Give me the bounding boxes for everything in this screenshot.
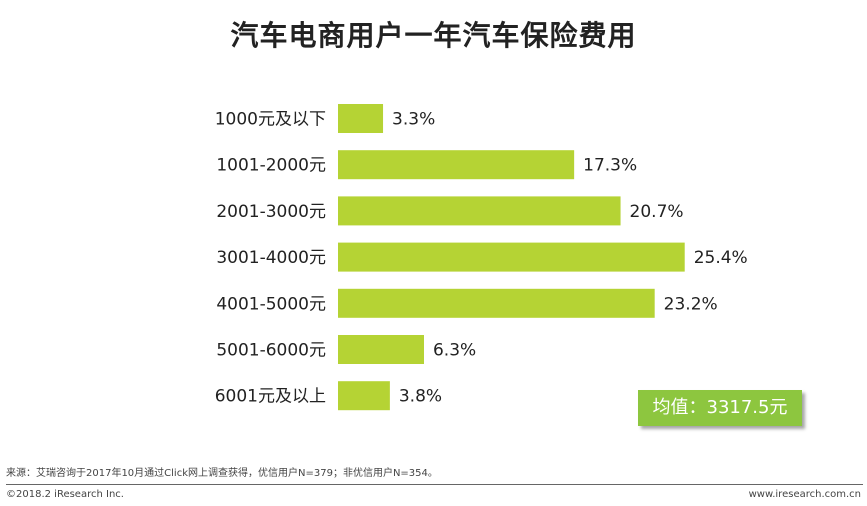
copyright-text: ©2018.2 iResearch Inc. (6, 489, 124, 500)
bar-chart: 1000元及以下 3.3% 1001-2000元 17.3% 2001-3000元 20.… (215, 104, 748, 411)
source-note: 来源：艾瑞咨询于2017年10月通过Click网上调查获得，优信用户N=379；… (6, 468, 438, 479)
category-label: 4001-5000元 (216, 294, 326, 314)
footer-divider (6, 484, 863, 485)
data-label: 3.8% (399, 387, 442, 407)
category-label: 2001-3000元 (216, 202, 326, 222)
category-label: 5001-6000元 (216, 341, 326, 361)
data-label: 3.3% (392, 110, 435, 130)
data-label: 20.7% (630, 202, 684, 222)
bar (338, 335, 424, 364)
bars-layer: 1000元及以下 3.3% 1001-2000元 17.3% 2001-3000元 20.… (215, 104, 748, 411)
data-label: 6.3% (433, 341, 476, 361)
bar (338, 242, 685, 272)
bar (338, 381, 390, 411)
website-text: www.iresearch.com.cn (748, 489, 861, 500)
data-label: 17.3% (583, 156, 637, 176)
data-label: 25.4% (694, 248, 748, 268)
data-label: 23.2% (664, 294, 718, 314)
bar (338, 104, 384, 133)
category-label: 6001元及以上 (215, 387, 326, 407)
category-label: 3001-4000元 (216, 248, 326, 268)
category-label: 1001-2000元 (216, 156, 326, 176)
chart-title: 汽车电商用户一年汽车保险费用 (230, 19, 637, 52)
bar (338, 150, 575, 180)
category-label: 1000元及以下 (215, 110, 326, 130)
bar (338, 288, 655, 318)
bar (338, 196, 621, 226)
average-value-badge: 均值：3317.5元 (638, 390, 802, 426)
